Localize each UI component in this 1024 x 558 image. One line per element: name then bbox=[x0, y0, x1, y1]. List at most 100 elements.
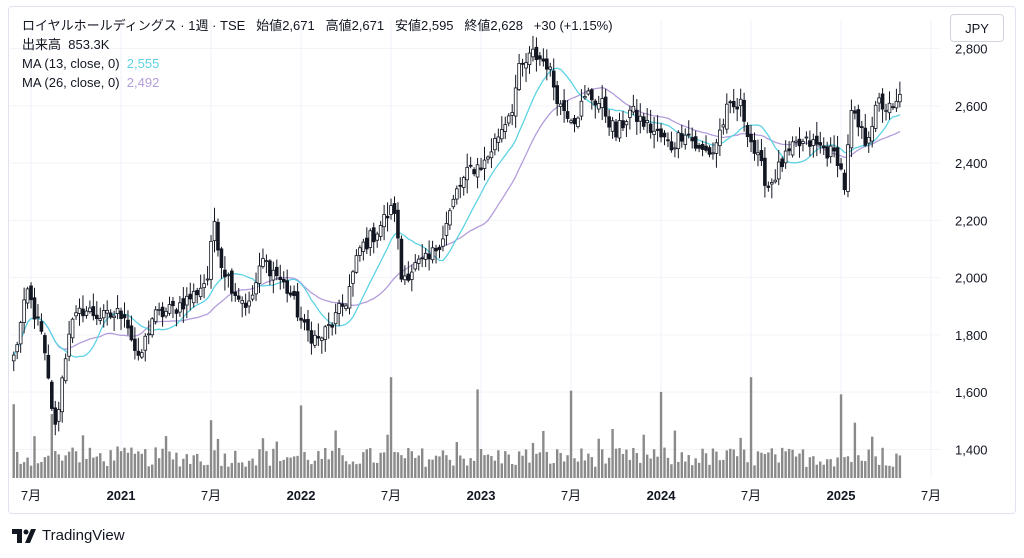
candle-body bbox=[437, 246, 442, 251]
candle bbox=[216, 218, 220, 257]
candle bbox=[202, 274, 206, 299]
volume-bar bbox=[220, 465, 223, 478]
candle bbox=[707, 145, 712, 158]
candle bbox=[361, 238, 366, 261]
candle-body bbox=[482, 159, 487, 169]
candle bbox=[880, 88, 885, 123]
candle-body bbox=[835, 147, 840, 166]
candle-body bbox=[693, 136, 698, 149]
volume-bar bbox=[604, 463, 607, 478]
candle bbox=[188, 282, 193, 311]
candle bbox=[243, 293, 248, 316]
volume-bar bbox=[559, 452, 562, 478]
candle bbox=[157, 302, 161, 316]
candle bbox=[351, 269, 355, 297]
volume-bar bbox=[829, 459, 832, 478]
volume-bar bbox=[417, 455, 420, 478]
volume-bar bbox=[26, 457, 29, 478]
candle bbox=[821, 137, 826, 155]
candle-body bbox=[728, 101, 733, 104]
ma1-label: MA (13, close, 0) bbox=[22, 56, 120, 71]
volume-bar bbox=[545, 451, 549, 478]
candle bbox=[815, 121, 819, 157]
volume-bar bbox=[420, 448, 424, 478]
volume-bar bbox=[389, 377, 393, 478]
candle-body bbox=[628, 109, 632, 118]
candle bbox=[510, 104, 514, 126]
candle bbox=[247, 291, 251, 314]
candle bbox=[63, 353, 68, 384]
volume-bar bbox=[753, 465, 756, 478]
y-tick-label: 2,400 bbox=[955, 156, 988, 171]
volume-bar bbox=[379, 452, 382, 478]
y-tick-label: 1,800 bbox=[955, 328, 988, 343]
candle bbox=[759, 138, 764, 166]
candle-body bbox=[776, 161, 781, 180]
candle bbox=[770, 178, 774, 199]
volume-bar bbox=[71, 447, 74, 478]
candle-body bbox=[146, 333, 151, 336]
candle-body bbox=[209, 240, 213, 280]
candle-body bbox=[309, 330, 314, 344]
candle-body bbox=[178, 302, 182, 313]
candle-body bbox=[323, 326, 328, 340]
currency-button[interactable]: JPY bbox=[950, 14, 1004, 42]
candle-body bbox=[254, 282, 258, 295]
candle bbox=[763, 147, 767, 198]
candle-body bbox=[95, 314, 99, 320]
volume-bars bbox=[12, 377, 902, 478]
volume-bar bbox=[29, 465, 33, 478]
candle bbox=[863, 114, 868, 147]
volume-bar bbox=[40, 461, 43, 478]
candle-body bbox=[358, 247, 362, 256]
candle-body bbox=[468, 164, 473, 167]
volume-bar bbox=[645, 454, 649, 478]
candle bbox=[849, 99, 854, 158]
candle bbox=[185, 287, 189, 319]
candle-body bbox=[295, 291, 300, 318]
candle bbox=[115, 295, 120, 320]
candle bbox=[91, 293, 96, 321]
volume-bar bbox=[822, 464, 825, 478]
footer-brand[interactable]: TradingView bbox=[12, 527, 125, 544]
volume-bar bbox=[493, 460, 497, 478]
candle-body bbox=[752, 140, 757, 154]
candle bbox=[122, 302, 127, 328]
volume-bar bbox=[334, 430, 337, 478]
candle-body bbox=[268, 260, 272, 277]
volume-bar bbox=[611, 429, 614, 478]
candle-body bbox=[91, 306, 96, 317]
candle bbox=[430, 240, 435, 264]
volume-bar bbox=[292, 456, 296, 478]
candle bbox=[455, 185, 459, 205]
candle-body bbox=[316, 336, 321, 339]
volume-bar bbox=[895, 453, 898, 478]
volume-bar bbox=[313, 460, 317, 478]
candle-body bbox=[666, 139, 670, 142]
volume-bar bbox=[192, 455, 195, 478]
candle-body bbox=[569, 120, 573, 123]
candle bbox=[676, 130, 681, 159]
candle bbox=[870, 116, 874, 148]
candle-body bbox=[614, 121, 618, 138]
candle bbox=[468, 156, 473, 169]
candle-body bbox=[676, 132, 681, 150]
candle bbox=[140, 349, 144, 360]
candle-body bbox=[150, 318, 154, 336]
candle-body bbox=[804, 136, 809, 139]
chart-frame bbox=[8, 6, 1016, 514]
volume-bar bbox=[500, 463, 504, 478]
candle bbox=[593, 98, 598, 119]
candle-body bbox=[458, 184, 463, 187]
volume-bar bbox=[652, 449, 656, 478]
x-tick-label: 7月 bbox=[741, 488, 761, 503]
volume-bar bbox=[109, 450, 112, 478]
candle bbox=[631, 94, 636, 116]
candle bbox=[46, 344, 51, 380]
candle bbox=[268, 259, 272, 286]
x-axis: 7月 2021 7月 2022 7月 2023 7月 2024 7月 2025 7月 bbox=[21, 488, 941, 503]
candle-body bbox=[202, 283, 206, 289]
candle-body bbox=[101, 310, 106, 319]
volume-bar bbox=[497, 450, 500, 478]
